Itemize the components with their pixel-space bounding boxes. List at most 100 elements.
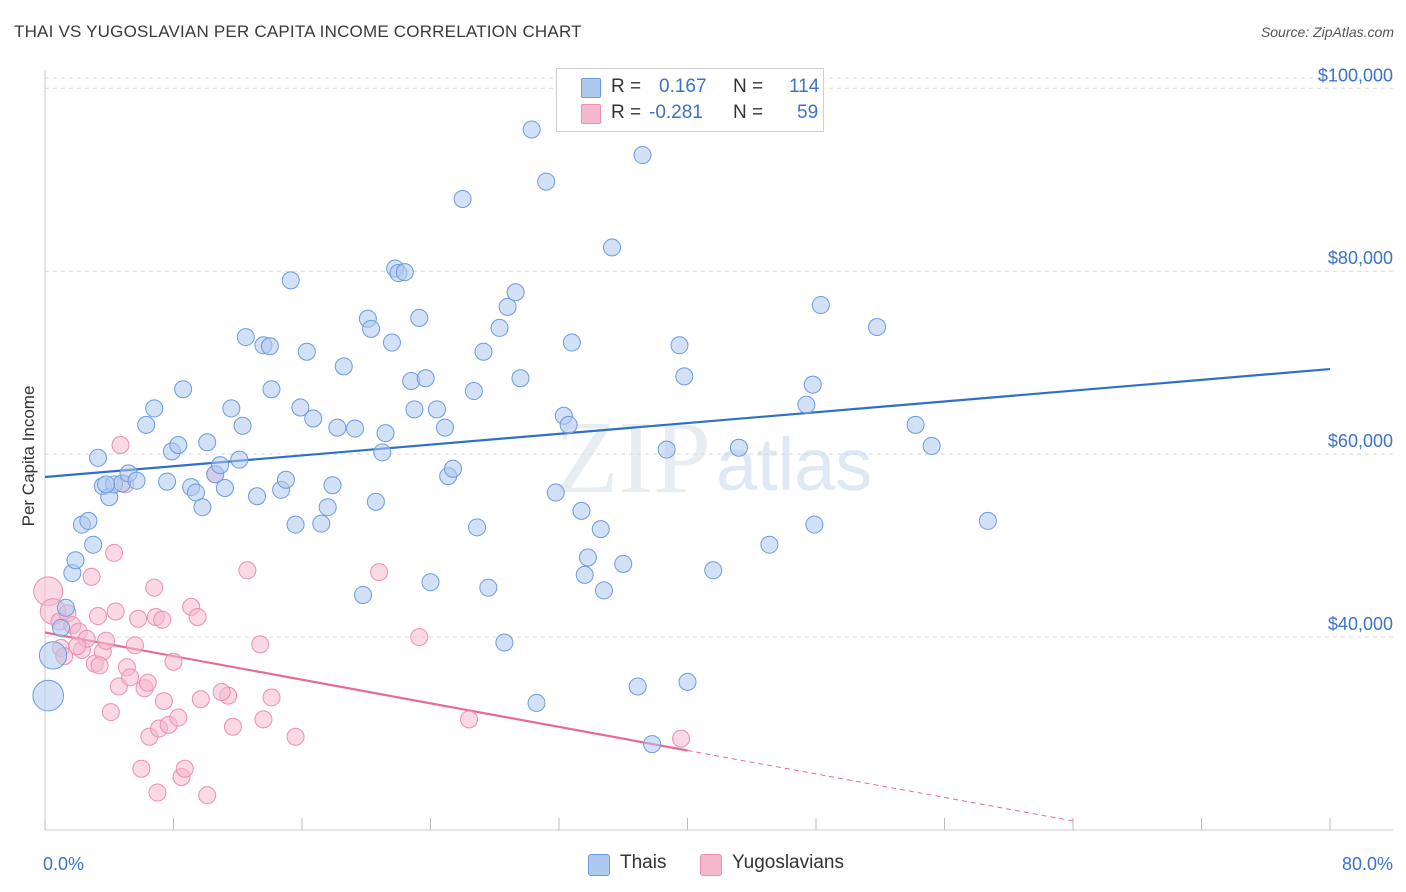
thai-point [174, 380, 193, 399]
yugoslavian-point [460, 710, 479, 729]
thai-point [506, 283, 525, 302]
thai-point [376, 424, 395, 443]
thai-point [803, 375, 822, 394]
thai-point [628, 677, 647, 696]
thai-point [527, 693, 546, 712]
yugoslavian-point [97, 631, 116, 650]
thai-point [591, 520, 610, 539]
yugoslavian-point [254, 710, 273, 729]
yugoslavian-point [132, 759, 151, 778]
thai-point [594, 581, 613, 600]
thai-point [215, 478, 234, 497]
thai-point [633, 146, 652, 165]
thai-point [211, 456, 230, 475]
thai-point [578, 548, 597, 567]
yugoslavian-points [33, 436, 691, 805]
yugoslavian-point [154, 692, 173, 711]
thai-point [922, 436, 941, 455]
thai-point [495, 633, 514, 652]
thai-point [84, 535, 103, 554]
yugoslavian-point [129, 609, 148, 628]
thai-point [248, 487, 267, 506]
yugoslavian-point [106, 602, 125, 621]
thai-point [670, 336, 689, 355]
bottom-legend-swatch-blue [588, 854, 610, 876]
yugoslavian-trend-line [44, 631, 688, 752]
trend-lines [44, 367, 1331, 822]
yugoslavian-point [370, 563, 389, 582]
y-axis-label: Per Capita Income [19, 386, 38, 527]
thai-point [704, 561, 723, 580]
yugoslavian-point [145, 578, 164, 597]
thai-point [346, 419, 365, 438]
thai-point [405, 400, 424, 419]
thai-point [572, 501, 591, 520]
legend-swatch-pink [581, 104, 601, 124]
thai-point [323, 476, 342, 495]
thai-point [304, 409, 323, 428]
thai-point [66, 551, 85, 570]
legend-swatch-blue [581, 78, 601, 98]
thai-point [562, 333, 581, 352]
yugoslavian-point [198, 786, 217, 805]
thai-point [276, 470, 295, 489]
thai-point [158, 472, 177, 491]
thai-point [145, 399, 164, 418]
thai-point [546, 483, 565, 502]
thai-point [312, 514, 331, 533]
thai-point [797, 395, 816, 414]
thai-point [416, 369, 435, 388]
thai-point [297, 342, 316, 361]
thai-point [362, 319, 381, 338]
yugoslavian-point [169, 708, 188, 727]
thai-point [366, 492, 385, 511]
yugoslavian-point [238, 561, 257, 580]
thai-point [236, 328, 255, 347]
y-tick-label: $100,000 [1318, 65, 1393, 85]
thai-point [97, 475, 116, 494]
yugoslavian-point [188, 607, 207, 626]
yugoslavian-point [175, 759, 194, 778]
legend-r-label: R = [611, 102, 642, 123]
yugoslavian-point [164, 652, 183, 671]
yugoslavian-trend-extension [687, 749, 1074, 822]
watermark-zip: ZIP [555, 400, 711, 515]
thai-point [678, 672, 697, 691]
thai-point [511, 369, 530, 388]
yugoslavian-point [68, 637, 87, 656]
thai-point [79, 511, 98, 530]
thai-point [559, 415, 578, 434]
thai-point [906, 415, 925, 434]
yugoslavian-point [153, 610, 172, 629]
thai-point [32, 679, 65, 712]
y-tick-labels: $40,000 $60,000 $80,000 $100,000 [1318, 65, 1393, 634]
thai-point [382, 333, 401, 352]
thai-point [537, 172, 556, 191]
thai-point [760, 535, 779, 554]
thai-point [395, 263, 414, 282]
yugoslavian-point [89, 607, 108, 626]
thai-point [127, 471, 146, 490]
thai-point [281, 271, 300, 290]
thai-point [474, 342, 493, 361]
thai-point [373, 443, 392, 462]
yugoslavian-point [138, 673, 157, 692]
thai-point [169, 436, 188, 454]
thai-point [354, 586, 373, 604]
yugoslavian-point [125, 636, 144, 655]
yugoslavian-point [672, 729, 691, 748]
thai-point [643, 735, 662, 754]
x-tick-label-max: 80.0% [1342, 854, 1393, 874]
thai-point [233, 416, 252, 435]
chart-title: THAI VS YUGOSLAVIAN PER CAPITA INCOME CO… [14, 22, 582, 41]
thai-point [56, 598, 75, 617]
thai-point [657, 440, 676, 459]
thai-point [498, 297, 517, 316]
legend-r-label: R = [611, 76, 642, 97]
yugoslavian-point [90, 656, 109, 675]
watermark: ZIP atlas [555, 400, 872, 515]
bottom-legend-label: Thais [620, 852, 667, 873]
yugoslavian-point [111, 436, 130, 454]
thai-point [468, 518, 487, 537]
thai-point [490, 318, 509, 337]
